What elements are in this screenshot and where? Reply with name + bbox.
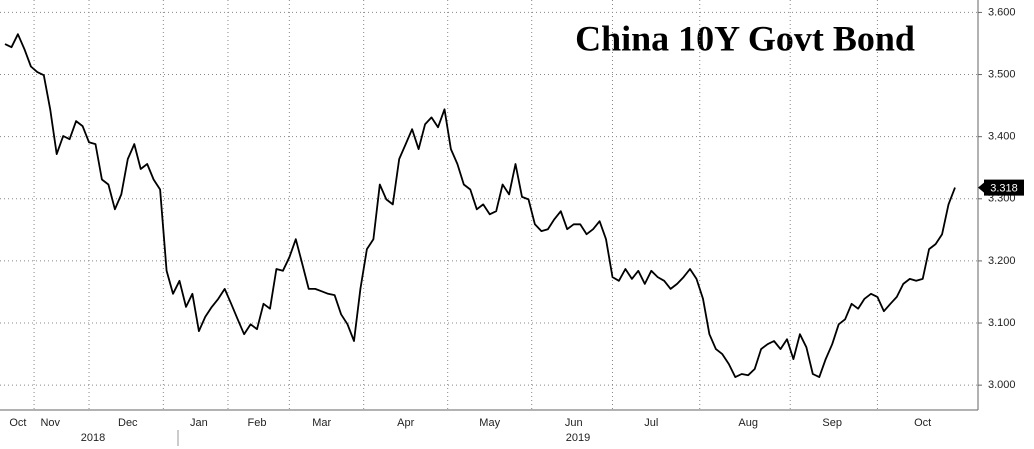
y-tick-label: 3.200 [988,255,1016,267]
x-tick-label: Mar [312,417,331,429]
y-tick-label: 3.600 [988,6,1016,18]
x-tick-label: Oct [9,417,26,429]
y-tick-label: 3.100 [988,317,1016,329]
x-tick-label: Apr [397,417,414,429]
x-tick-label: Dec [118,417,138,429]
x-tick-label: Aug [738,417,758,429]
x-tick-label: Nov [40,417,60,429]
y-tick-label: 3.500 [988,68,1016,80]
chart-title: China 10Y Govt Bond [575,18,915,58]
last-value-box [984,179,1024,196]
last-value-label: 3.318 [990,183,1018,195]
y-tick-label: 3.000 [988,379,1016,391]
x-tick-label: Feb [248,417,267,429]
y-tick-label: 3.400 [988,131,1016,143]
year-label: 2018 [81,432,105,444]
x-tick-label: Oct [914,417,931,429]
x-tick-label: Jan [190,417,208,429]
x-tick-label: Jun [565,417,583,429]
x-tick-label: Sep [822,417,842,429]
year-label: 2019 [566,432,590,444]
y-tick-label: 3.300 [988,193,1016,205]
last-value-pointer [978,182,984,193]
x-tick-label: Jul [644,417,658,429]
line-series [4,33,956,379]
x-tick-label: May [479,417,500,429]
